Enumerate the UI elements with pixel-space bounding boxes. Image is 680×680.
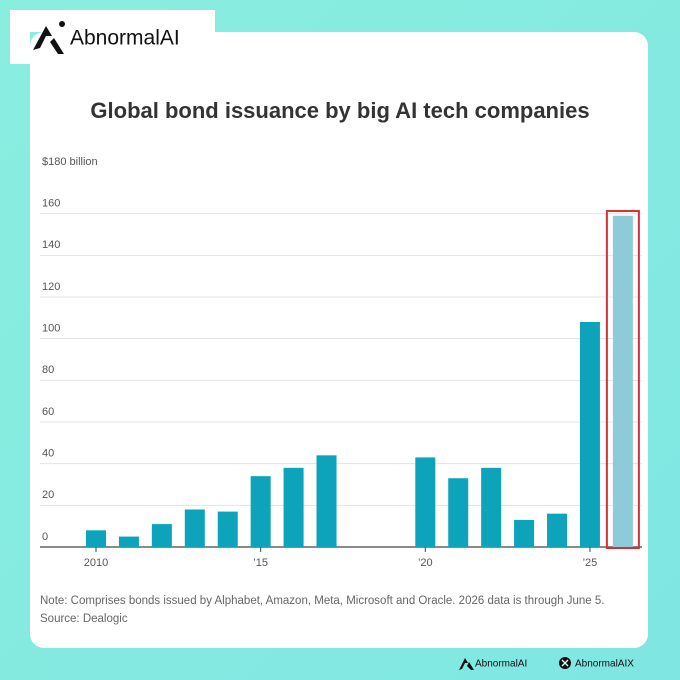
chart-title: Global bond issuance by big AI tech comp… xyxy=(90,98,589,123)
bar xyxy=(481,467,502,547)
y-tick-label: 0 xyxy=(42,531,48,543)
note: Note: Comprises bonds issued by Alphabet… xyxy=(40,595,604,607)
bar xyxy=(151,524,172,547)
bar xyxy=(448,478,469,547)
footer-logo xyxy=(459,658,474,670)
footer-handle: AbnormalAIX xyxy=(575,659,634,670)
y-tick-label: 100 xyxy=(42,323,60,335)
card xyxy=(30,32,648,648)
bar xyxy=(547,513,568,547)
y-tick-label: 120 xyxy=(42,281,60,293)
bar xyxy=(184,509,205,547)
bar xyxy=(514,519,535,547)
bar xyxy=(250,476,271,547)
x-tick-label: ’15 xyxy=(253,557,268,569)
y-tick-label: 80 xyxy=(42,364,54,376)
bar xyxy=(579,322,600,547)
y-tick-label: 140 xyxy=(42,239,60,251)
y-tick-label: 20 xyxy=(42,489,54,501)
x-tick-label: ’25 xyxy=(583,557,598,569)
bar xyxy=(217,511,238,547)
bar xyxy=(316,455,337,547)
footer-site: AbnormalAI xyxy=(475,659,527,670)
bar xyxy=(118,536,139,547)
y-tick-label: 60 xyxy=(42,406,54,418)
logo-text: AbnormalAI xyxy=(70,27,180,50)
y-tick-label: 40 xyxy=(42,448,54,460)
bar xyxy=(415,457,436,547)
highlight-box xyxy=(605,210,640,549)
bar xyxy=(612,215,633,547)
x-tick-label: 2010 xyxy=(84,557,108,569)
y-tick-label: $180 billion xyxy=(42,156,98,168)
bar xyxy=(86,530,106,547)
y-tick-label: 160 xyxy=(42,198,60,210)
bar xyxy=(283,467,304,547)
x-tick-label: ’20 xyxy=(418,557,433,569)
source: Source: Dealogic xyxy=(40,613,128,625)
x-icon-mark xyxy=(561,659,569,667)
logo-icon xyxy=(33,21,65,54)
